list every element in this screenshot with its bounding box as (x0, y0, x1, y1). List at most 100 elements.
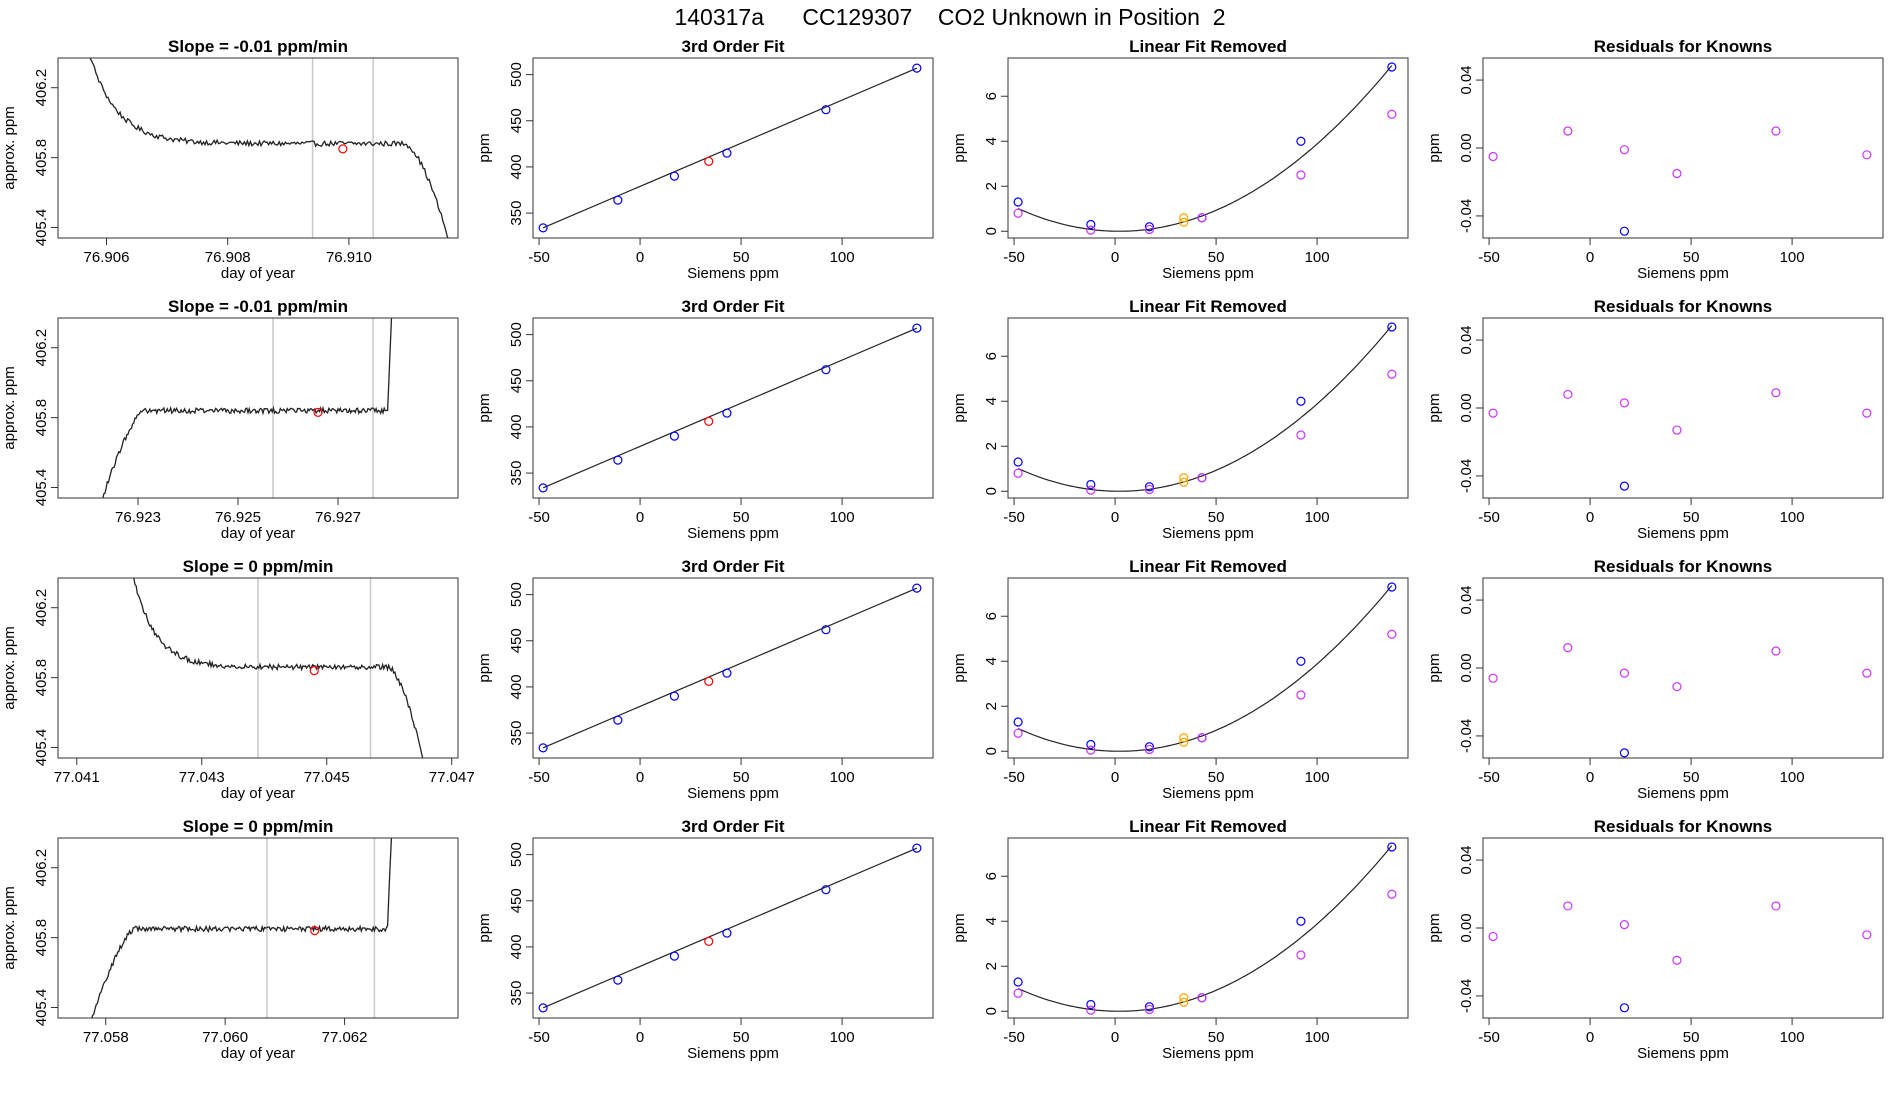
plot-frame (57, 57, 459, 239)
y-tick-label: 400 (508, 414, 525, 439)
x-axis-label: Siemens ppm (1637, 525, 1729, 542)
chart-svg: Slope = -0.01 ppm/min 76.923 76.925 76.927 4… (1, 297, 459, 542)
data-point (1144, 484, 1155, 495)
plot-frame (532, 577, 934, 759)
data-point (821, 365, 831, 375)
x-tick-label: 50 (1208, 249, 1225, 266)
data-point (1086, 219, 1096, 230)
data-point (1197, 733, 1207, 743)
y-tick-label: 4 (983, 657, 1000, 665)
data-point (1563, 126, 1573, 136)
plot-frame (1482, 317, 1884, 499)
x-axis-label: Siemens ppm (687, 265, 779, 282)
data-point (1672, 425, 1682, 435)
x-tick-label: -50 (1478, 1029, 1500, 1046)
chart-panel: Slope = -0.01 ppm/min 76.906 76.908 76.910 4… (0, 37, 475, 300)
fit-line (542, 587, 918, 749)
chart-panel: 3rd Order Fit -50 0 50 100 350 400 450 500 Siemen… (475, 817, 950, 1080)
data-point (613, 195, 623, 205)
y-tick-label: 450 (508, 368, 525, 393)
data-point (1563, 389, 1573, 400)
x-tick-label: -50 (1478, 509, 1500, 526)
y-axis-label: approx. ppm (1, 106, 18, 189)
x-tick-label: 77.043 (179, 769, 225, 786)
data-point (1619, 748, 1630, 758)
x-tick-label: 100 (1305, 1029, 1330, 1046)
data-point (1488, 931, 1498, 942)
y-tick-label: 406.2 (33, 69, 50, 107)
y-tick-label: -0.04 (1458, 199, 1475, 233)
data-point (1013, 468, 1023, 478)
x-tick-label: 50 (1208, 1029, 1225, 1046)
x-axis-label: Siemens ppm (1162, 1045, 1254, 1062)
x-tick-label: 76.906 (84, 249, 130, 266)
data-point (1387, 889, 1397, 899)
data-point (1144, 744, 1155, 755)
data-point (1144, 1004, 1155, 1015)
chart-svg: Linear Fit Removed -50 0 50 100 0 2 4 6 Siemens p… (951, 37, 1409, 282)
plot-area (538, 843, 922, 1013)
data-point (1488, 673, 1498, 683)
chart-panel: Residuals for Knowns -50 0 50 100 -0.04 0.00 0.… (1425, 817, 1900, 1080)
y-tick-label: 500 (508, 322, 525, 347)
data-point (1563, 643, 1573, 653)
x-tick-label: 0 (1111, 1029, 1119, 1046)
trace-line (89, 58, 450, 238)
fit-curve (1017, 65, 1393, 232)
data-point (1144, 482, 1155, 492)
y-tick-label: 6 (983, 92, 1000, 100)
chart-title: Residuals for Knowns (1594, 817, 1773, 836)
y-tick-label: 500 (508, 842, 525, 867)
x-axis-label: day of year (221, 525, 295, 542)
y-tick-label: 4 (983, 917, 1000, 925)
data-point (1619, 145, 1630, 155)
x-tick-label: -50 (1003, 1029, 1025, 1046)
plot-frame (1007, 837, 1409, 1019)
plot-area (1013, 62, 1397, 235)
x-tick-label: 76.925 (215, 509, 261, 526)
data-point (1296, 916, 1306, 926)
chart-title: 3rd Order Fit (682, 37, 785, 56)
data-point (669, 951, 680, 961)
x-axis-label: Siemens ppm (1162, 525, 1254, 542)
y-tick-label: 350 (508, 201, 525, 226)
plot-area (89, 58, 450, 238)
y-axis-label: ppm (951, 133, 968, 162)
x-tick-label: 100 (1305, 249, 1330, 266)
x-tick-label: 0 (1111, 509, 1119, 526)
x-tick-label: 50 (1683, 1029, 1700, 1046)
data-point (1144, 224, 1155, 235)
chart-svg: Slope = -0.01 ppm/min 76.906 76.908 76.910 4… (1, 37, 459, 282)
fit-line (542, 847, 918, 1009)
y-tick-label: 450 (508, 888, 525, 913)
y-tick-label: -0.04 (1458, 719, 1475, 753)
y-axis-label: ppm (951, 913, 968, 942)
chart-panel: Residuals for Knowns -50 0 50 100 -0.04 0.00 0.… (1425, 37, 1900, 300)
y-tick-label: 0.00 (1458, 393, 1475, 422)
y-axis-label: ppm (1426, 133, 1443, 162)
data-point (1296, 170, 1306, 180)
chart-panel: Linear Fit Removed -50 0 50 100 0 2 4 6 Siemens p… (950, 37, 1425, 300)
data-point (1086, 999, 1096, 1010)
y-axis-label: approx. ppm (1, 626, 18, 709)
chart-panel: Linear Fit Removed -50 0 50 100 0 2 4 6 Siemens p… (950, 557, 1425, 820)
data-point (1488, 408, 1498, 418)
data-point (538, 743, 548, 753)
chart-title: Slope = 0 ppm/min (183, 557, 334, 576)
data-point (613, 715, 623, 725)
data-point (1862, 150, 1872, 160)
data-point (1619, 668, 1630, 678)
x-tick-label: 100 (1305, 509, 1330, 526)
data-point (821, 885, 831, 895)
chart-svg: Slope = 0 ppm/min 77.058 77.060 77.062 405.4… (1, 817, 459, 1062)
y-tick-label: 405.8 (33, 659, 50, 697)
plot-frame (532, 57, 934, 239)
chart-panel: Slope = 0 ppm/min 77.041 77.043 77.045 77.04… (0, 557, 475, 820)
x-axis-label: Siemens ppm (1162, 785, 1254, 802)
x-tick-label: 50 (1683, 769, 1700, 786)
y-tick-label: 0.00 (1458, 653, 1475, 682)
data-point (722, 408, 732, 418)
data-point (613, 455, 623, 465)
data-point (1179, 993, 1189, 1003)
